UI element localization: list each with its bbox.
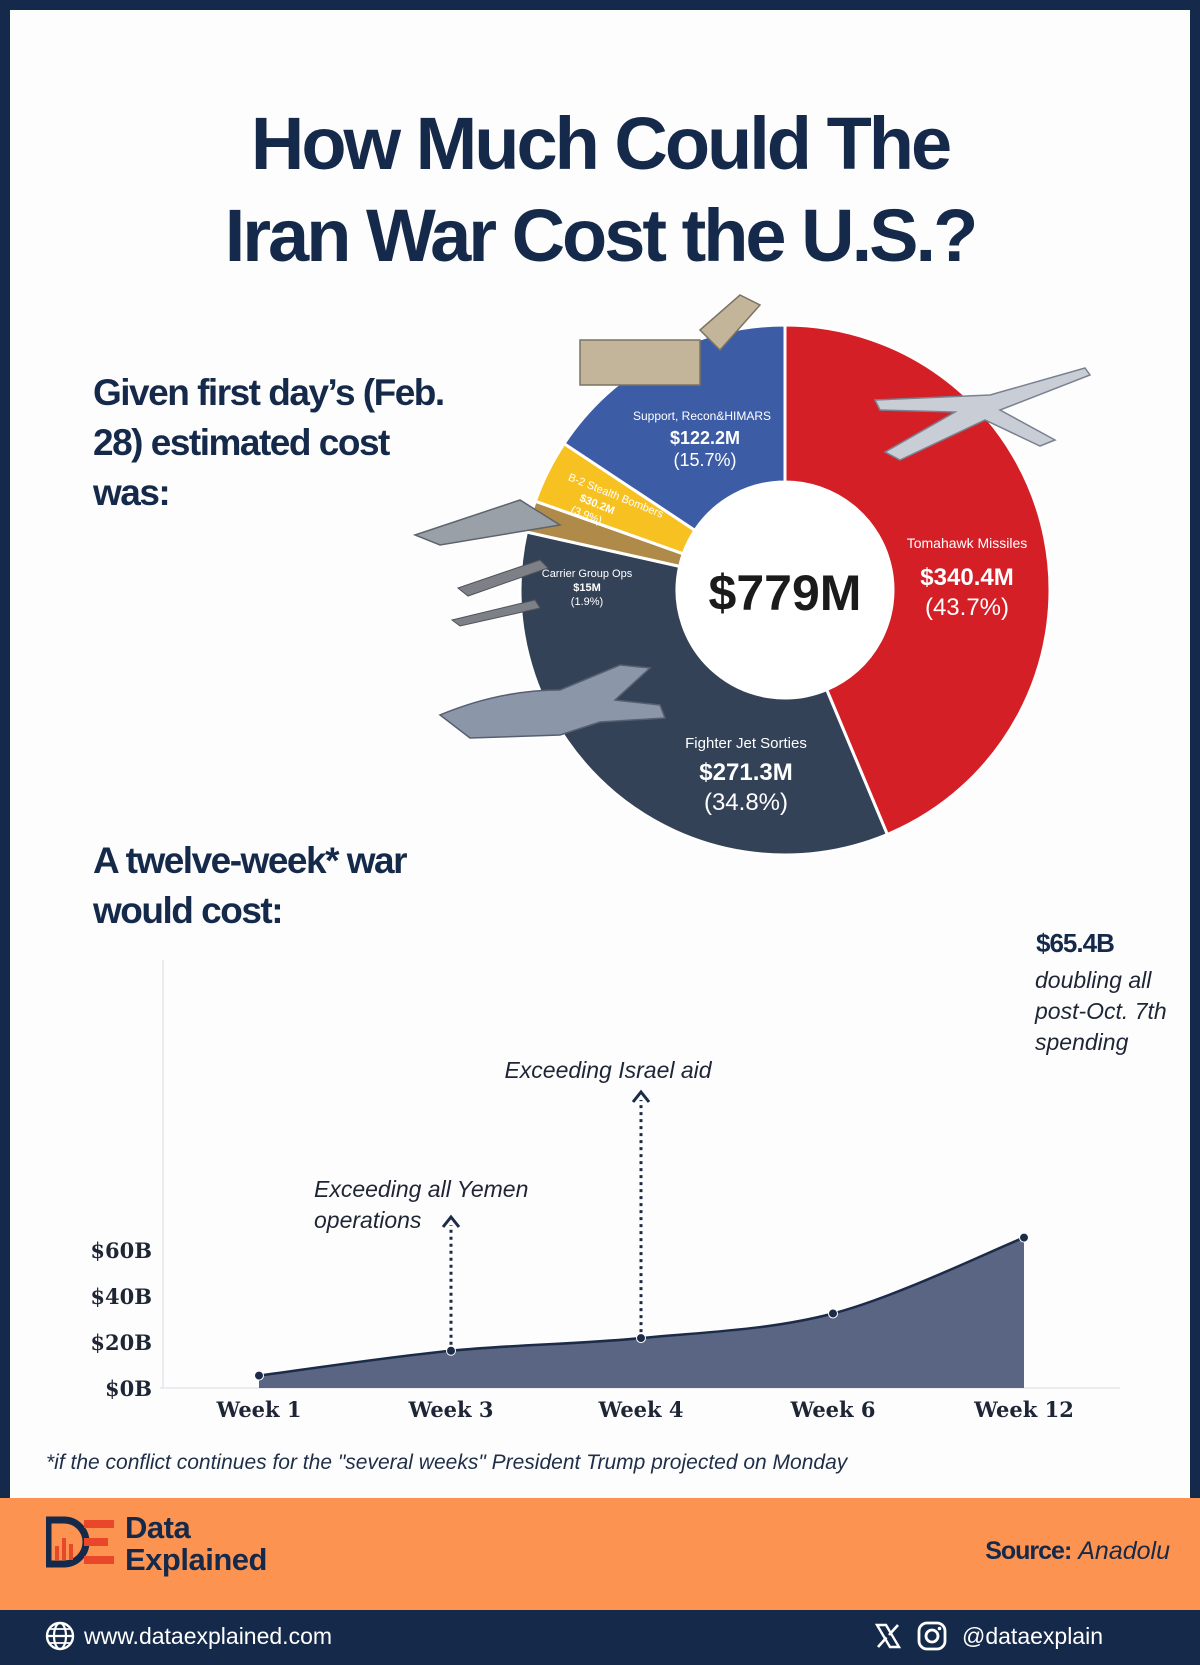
- line-intro-line-2: would cost:: [93, 890, 284, 931]
- fighter-jet-icon: [438, 664, 667, 739]
- slice-value: $340.4M: [920, 564, 1013, 591]
- slice-value: $271.3M: [699, 759, 792, 786]
- stealth-bomber-icon: [412, 499, 563, 546]
- missile-icon: [873, 367, 1092, 461]
- y-tick-label: $20B: [90, 1330, 152, 1355]
- donut-intro-line-2: 28) estimated cost: [93, 422, 390, 463]
- donut-intro-line-3: was:: [93, 472, 171, 513]
- instagram-icon[interactable]: [917, 1621, 947, 1651]
- line-intro: A twelve-week* war would cost:: [93, 836, 408, 936]
- annotation-final-line-3: spending: [1035, 1029, 1129, 1055]
- globe-icon: [45, 1621, 75, 1651]
- x-tick-label: Week 6: [789, 1397, 875, 1422]
- label-tomahawk: Tomahawk Missiles $340.4M (43.7%): [907, 535, 1028, 621]
- yemen-arrow-head: [441, 1214, 461, 1228]
- brand-name: Data Explained: [125, 1512, 267, 1576]
- slice-pct: (34.8%): [704, 789, 788, 816]
- y-tick-label: $60B: [90, 1238, 152, 1263]
- donut-intro: Given first day’s (Feb. 28) estimated co…: [93, 368, 445, 518]
- brand-line-2: Explained: [125, 1542, 267, 1577]
- label-fighter: Fighter Jet Sorties $271.3M (34.8%): [685, 735, 807, 816]
- area-fill: [259, 1237, 1024, 1388]
- data-point-week-12: [1019, 1232, 1029, 1243]
- y-tick-label: $40B: [90, 1284, 152, 1309]
- data-point-week-1: [254, 1370, 264, 1381]
- website-link[interactable]: www.dataexplained.com: [84, 1623, 333, 1649]
- donut-chart: $779M Tomahawk Missiles $340.4M (43.7%) Figh…: [412, 294, 1092, 857]
- annotation-israel: Exceeding Israel aid: [504, 1057, 712, 1083]
- footnote: *if the conflict continues for the "seve…: [46, 1451, 848, 1474]
- slice-value: $15M: [573, 582, 601, 594]
- carrier-ship-icon: [450, 559, 549, 627]
- x-tick-label: Week 12: [973, 1397, 1074, 1422]
- slice-label: Carrier Group Ops: [542, 568, 633, 580]
- x-icon[interactable]: [874, 1622, 902, 1650]
- charts-canvas: $779M Tomahawk Missiles $340.4M (43.7%) Figh…: [90, 294, 1167, 1422]
- source-value: Anadolu: [1078, 1537, 1170, 1565]
- brand-line-1: Data: [125, 1510, 191, 1545]
- donut-hole: [677, 482, 893, 698]
- slice-label: Tomahawk Missiles: [907, 535, 1028, 551]
- data-point-week-4: [636, 1333, 646, 1344]
- label-support: Support, Recon&HIMARS $122.2M(15.7%): [633, 409, 771, 470]
- israel-arrow-head: [631, 1089, 651, 1103]
- label-carrier: Carrier Group Ops $15M (1.9%): [542, 568, 633, 608]
- annotation-final-line-1: doubling all: [1035, 967, 1152, 993]
- x-tick-label: Week 1: [215, 1397, 301, 1422]
- brand-bar: [0, 1498, 1200, 1610]
- launcher-truck-icon: [579, 294, 762, 386]
- annotation-yemen-line-2: operations: [314, 1207, 422, 1233]
- annotation-yemen-line-1: Exceeding all Yemen: [314, 1176, 528, 1202]
- data-explained-logo: [46, 1516, 114, 1568]
- page-title: How Much Could The Iran War Cost the U.S…: [0, 98, 1200, 282]
- donut-intro-line-1: Given first day’s (Feb.: [93, 372, 445, 413]
- slice-pct: (15.7%): [673, 450, 736, 470]
- source-credit: Source: Anadolu: [985, 1537, 1170, 1566]
- slice-pct: (1.9%): [571, 596, 603, 608]
- x-tick-label: Week 4: [597, 1397, 683, 1422]
- footer-bar: [0, 1610, 1200, 1665]
- social-handle[interactable]: @dataexplain: [962, 1623, 1103, 1649]
- title-line-2: Iran War Cost the U.S.?: [224, 194, 979, 277]
- slice-label: Support, Recon&HIMARS: [633, 409, 771, 423]
- line-intro-line-1: A twelve-week* war: [93, 840, 408, 881]
- slice-label: Fighter Jet Sorties: [685, 735, 807, 752]
- donut-total-label: $779M: [709, 565, 862, 621]
- x-tick-label: Week 3: [407, 1397, 493, 1422]
- annotation-final-value: $65.4B: [1036, 928, 1114, 958]
- slice-pct: (43.7%): [925, 594, 1009, 621]
- annotation-final-line-2: post-Oct. 7th: [1034, 998, 1167, 1024]
- y-tick-label: $0B: [105, 1376, 152, 1401]
- data-point-week-3: [446, 1345, 456, 1356]
- source-label: Source:: [985, 1537, 1072, 1565]
- data-point-week-6: [828, 1308, 838, 1319]
- area-chart: $0B $20B $40B $60B Week 1 Week 3 Week 4 Week 6 W…: [90, 928, 1166, 1422]
- title-line-1: How Much Could The: [250, 102, 952, 185]
- slice-value: $122.2M: [670, 428, 740, 448]
